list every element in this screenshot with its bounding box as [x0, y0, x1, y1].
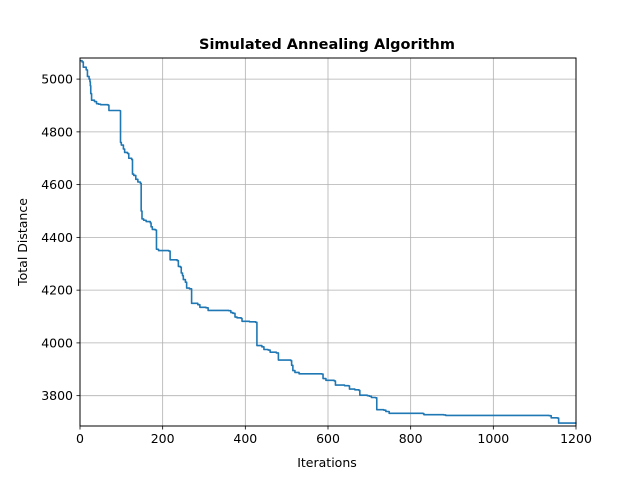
chart-title: Simulated Annealing Algorithm: [199, 37, 455, 53]
x-axis-label: Iterations: [297, 455, 357, 470]
x-tick-label: 1200: [560, 431, 592, 446]
grid: [79, 58, 577, 426]
y-tick-label: 5000: [41, 72, 73, 87]
y-tick-label: 4200: [41, 283, 73, 298]
y-tick-label: 3800: [41, 388, 73, 403]
x-tick-label: 600: [316, 431, 340, 446]
y-axis-label: Total Distance: [15, 198, 30, 287]
y-tick-label: 4800: [41, 124, 73, 139]
x-tick-label: 200: [151, 431, 175, 446]
ticks: 0 200 400 600 800 1000 1200 3800 4000 4200 4400 460…: [41, 72, 592, 446]
y-tick-label: 4400: [41, 230, 73, 245]
x-tick-label: 0: [76, 431, 84, 446]
y-tick-label: 4600: [41, 177, 73, 192]
x-tick-label: 400: [233, 431, 257, 446]
x-tick-label: 1000: [477, 431, 509, 446]
y-tick-label: 4000: [41, 335, 73, 350]
x-tick-label: 800: [399, 431, 423, 446]
series-layer: [80, 59, 577, 424]
series-line: [80, 59, 577, 424]
